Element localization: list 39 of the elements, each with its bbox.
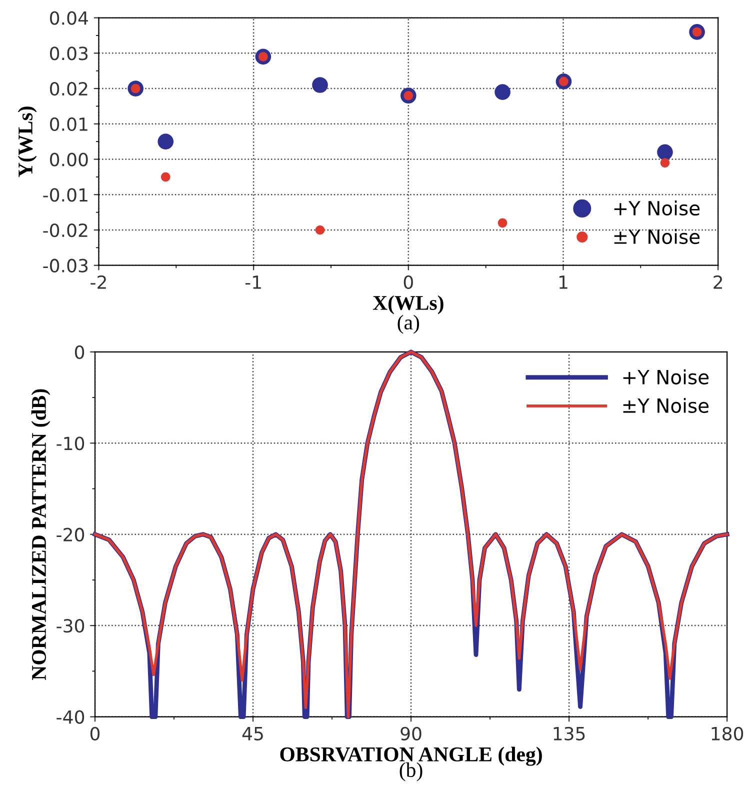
y-tick-label: -10 bbox=[56, 436, 84, 450]
legend-label: +Y Noise bbox=[623, 369, 709, 384]
y-axis-title: Y(WLs) bbox=[18, 106, 37, 178]
x-tick-label: 0 bbox=[90, 726, 100, 740]
x-tick-label: -1 bbox=[245, 276, 261, 289]
text: (a) bbox=[398, 314, 420, 334]
x-tick-label: 180 bbox=[712, 726, 744, 740]
y-tick-label: 0.03 bbox=[50, 46, 88, 60]
y-axis-title: NORMALIZED PATTERN (dB) bbox=[31, 389, 50, 680]
point bbox=[657, 144, 673, 160]
x-tick-label: 2 bbox=[714, 275, 722, 289]
y-tick-label: 0.01 bbox=[50, 117, 88, 132]
point bbox=[158, 134, 174, 150]
y-tick-label: 0.00 bbox=[50, 152, 88, 166]
point bbox=[498, 218, 508, 228]
legend-label: +Y Noise bbox=[614, 200, 700, 216]
x-tick-label: 135 bbox=[554, 726, 585, 740]
x-tick-label: 90 bbox=[400, 726, 422, 740]
point bbox=[315, 225, 325, 235]
x-tick-label: -2 bbox=[90, 275, 106, 289]
legend-label: ±Y Noise bbox=[614, 229, 700, 244]
point bbox=[160, 172, 170, 182]
y-tick-label: -40 bbox=[56, 710, 84, 724]
point bbox=[312, 77, 328, 93]
point bbox=[660, 158, 670, 168]
y-tick-label: -30 bbox=[56, 619, 84, 633]
y-tick-label: 0 bbox=[74, 345, 84, 360]
y-tick-label: -0.02 bbox=[43, 223, 88, 238]
x-tick-label: 1 bbox=[559, 276, 568, 289]
legend-label: ±Y Noise bbox=[623, 398, 709, 414]
y-tick-label: 0.04 bbox=[50, 11, 88, 25]
x-tick-label: 0 bbox=[404, 275, 413, 290]
x-tick-label: 45 bbox=[242, 727, 263, 740]
y-tick-label: -0.03 bbox=[43, 258, 88, 272]
y-tick-label: 0.02 bbox=[50, 82, 88, 96]
x-axis-title: X(WLs) bbox=[372, 295, 444, 314]
point bbox=[494, 84, 510, 100]
y-tick-label: -20 bbox=[56, 528, 84, 542]
y-tick-label: -0.01 bbox=[43, 188, 88, 202]
